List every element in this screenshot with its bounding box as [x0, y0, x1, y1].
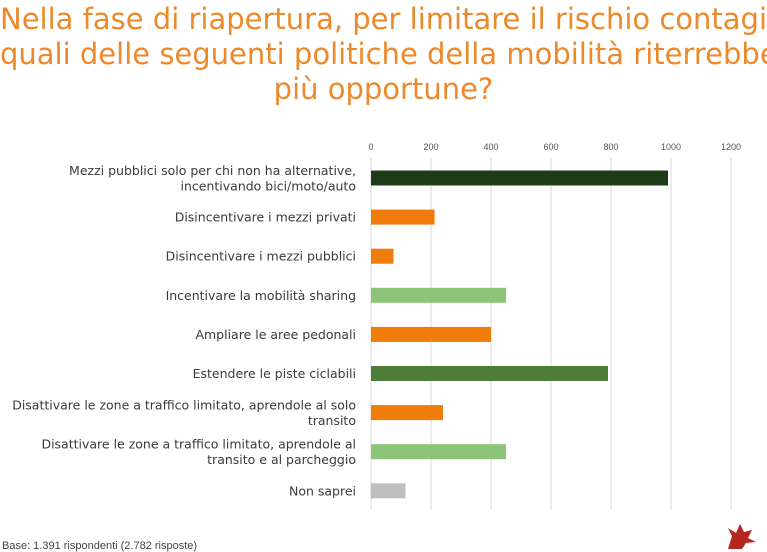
bar-1: [371, 170, 668, 186]
category-label-4: Incentivare la mobilità sharing: [166, 288, 356, 303]
bar-9: [371, 483, 406, 499]
x-tick-label: 1200: [721, 142, 741, 152]
x-axis-ticks: 0 200 400 600 800 1000 1200: [368, 142, 741, 152]
wolf-logo-icon: [728, 524, 756, 549]
chart-title: Nella fase di riapertura, per limitare i…: [0, 2, 767, 107]
category-label-7: transito: [308, 413, 356, 428]
category-label-5: Ampliare le aree pedonali: [195, 327, 356, 342]
bar-8: [371, 444, 506, 460]
category-label-8: transito e al parcheggio: [207, 452, 356, 467]
x-tick-label: 800: [603, 142, 618, 152]
bar-5: [371, 326, 491, 342]
category-label-6: Estendere le piste ciclabili: [193, 366, 356, 381]
bar-4: [371, 287, 506, 303]
category-label-1: Mezzi pubblici solo per chi non ha alter…: [69, 163, 356, 178]
title-line-3: più opportune?: [273, 72, 494, 106]
category-label-3: Disincentivare i mezzi pubblici: [166, 249, 356, 264]
bar-2: [371, 209, 435, 225]
category-labels: Mezzi pubblici solo per chi non ha alter…: [12, 163, 356, 499]
category-label-9: Non saprei: [289, 483, 356, 498]
footer-note: Base: 1.391 rispondenti (2.782 risposte): [2, 540, 198, 552]
x-tick-label: 200: [423, 142, 438, 152]
bar-7: [371, 405, 443, 421]
title-line-2: quali delle seguenti politiche della mob…: [0, 37, 767, 71]
title-line-1: Nella fase di riapertura, per limitare i…: [0, 2, 767, 36]
x-tick-label: 600: [543, 142, 558, 152]
bar-6: [371, 366, 608, 381]
x-tick-label: 1000: [661, 142, 681, 152]
category-label-1: incentivando bici/moto/auto: [181, 178, 356, 193]
x-tick-label: 400: [483, 142, 498, 152]
category-label-2: Disincentivare i mezzi privati: [175, 210, 356, 225]
bar-3: [371, 248, 394, 264]
x-tick-label: 0: [368, 142, 373, 152]
category-label-8: Disattivare le zone a traffico limitato,…: [41, 436, 356, 451]
bars: [371, 170, 668, 499]
category-label-7: Disattivare le zone a traffico limitato,…: [12, 397, 356, 412]
